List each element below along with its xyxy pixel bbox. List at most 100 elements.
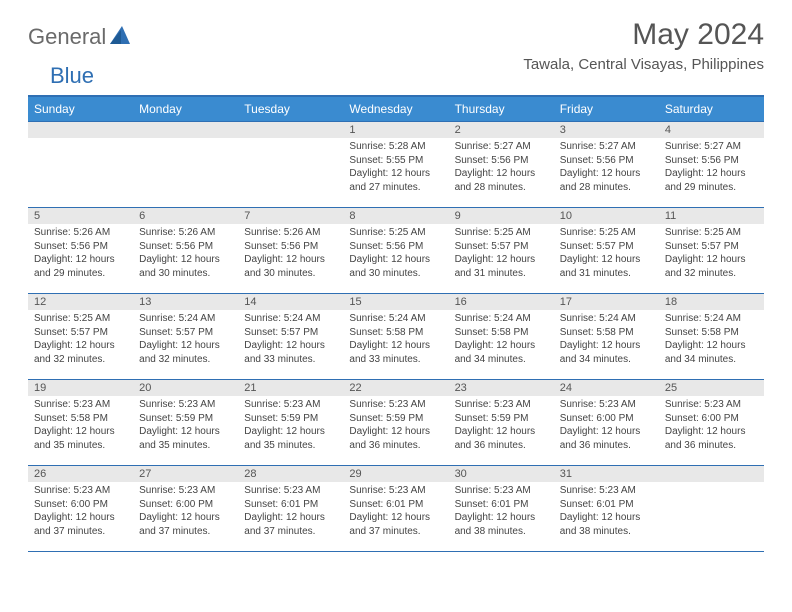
- sunset-text: Sunset: 5:56 PM: [349, 240, 442, 254]
- calendar-day-cell: 31Sunrise: 5:23 AMSunset: 6:01 PMDayligh…: [554, 466, 659, 552]
- day-number: 24: [554, 380, 659, 396]
- daylight-text: Daylight: 12 hours and 37 minutes.: [244, 511, 337, 538]
- day-number: 11: [659, 208, 764, 224]
- day-details: Sunrise: 5:23 AMSunset: 6:01 PMDaylight:…: [238, 482, 343, 542]
- calendar-empty-cell: [238, 122, 343, 208]
- sunset-text: Sunset: 6:00 PM: [139, 498, 232, 512]
- day-number: 28: [238, 466, 343, 482]
- daylight-text: Daylight: 12 hours and 36 minutes.: [455, 425, 548, 452]
- sunrise-text: Sunrise: 5:23 AM: [34, 398, 127, 412]
- day-number: 27: [133, 466, 238, 482]
- sunset-text: Sunset: 5:58 PM: [349, 326, 442, 340]
- day-number: 7: [238, 208, 343, 224]
- calendar-day-cell: 14Sunrise: 5:24 AMSunset: 5:57 PMDayligh…: [238, 294, 343, 380]
- calendar-empty-cell: [133, 122, 238, 208]
- daylight-text: Daylight: 12 hours and 33 minutes.: [349, 339, 442, 366]
- weekday-header: Wednesday: [343, 97, 448, 122]
- day-details: Sunrise: 5:24 AMSunset: 5:58 PMDaylight:…: [449, 310, 554, 370]
- sunrise-text: Sunrise: 5:23 AM: [139, 398, 232, 412]
- daylight-text: Daylight: 12 hours and 27 minutes.: [349, 167, 442, 194]
- sunset-text: Sunset: 5:57 PM: [455, 240, 548, 254]
- sunrise-text: Sunrise: 5:23 AM: [34, 484, 127, 498]
- day-details: Sunrise: 5:25 AMSunset: 5:57 PMDaylight:…: [28, 310, 133, 370]
- calendar-week-row: 5Sunrise: 5:26 AMSunset: 5:56 PMDaylight…: [28, 208, 764, 294]
- logo-text-general: General: [28, 24, 106, 50]
- sunrise-text: Sunrise: 5:25 AM: [349, 226, 442, 240]
- daylight-text: Daylight: 12 hours and 31 minutes.: [560, 253, 653, 280]
- daylight-text: Daylight: 12 hours and 32 minutes.: [34, 339, 127, 366]
- calendar-day-cell: 23Sunrise: 5:23 AMSunset: 5:59 PMDayligh…: [449, 380, 554, 466]
- day-details: Sunrise: 5:23 AMSunset: 6:01 PMDaylight:…: [343, 482, 448, 542]
- daylight-text: Daylight: 12 hours and 32 minutes.: [665, 253, 758, 280]
- sunset-text: Sunset: 5:56 PM: [244, 240, 337, 254]
- weekday-header: Monday: [133, 97, 238, 122]
- calendar-week-row: 19Sunrise: 5:23 AMSunset: 5:58 PMDayligh…: [28, 380, 764, 466]
- day-number: 25: [659, 380, 764, 396]
- day-details: Sunrise: 5:24 AMSunset: 5:58 PMDaylight:…: [343, 310, 448, 370]
- daylight-text: Daylight: 12 hours and 34 minutes.: [560, 339, 653, 366]
- day-details: Sunrise: 5:23 AMSunset: 6:00 PMDaylight:…: [28, 482, 133, 542]
- sunrise-text: Sunrise: 5:25 AM: [665, 226, 758, 240]
- sunrise-text: Sunrise: 5:24 AM: [349, 312, 442, 326]
- daylight-text: Daylight: 12 hours and 35 minutes.: [34, 425, 127, 452]
- calendar-day-cell: 24Sunrise: 5:23 AMSunset: 6:00 PMDayligh…: [554, 380, 659, 466]
- sunrise-text: Sunrise: 5:23 AM: [665, 398, 758, 412]
- day-details: Sunrise: 5:25 AMSunset: 5:57 PMDaylight:…: [449, 224, 554, 284]
- day-number: 4: [659, 122, 764, 138]
- day-number: 9: [449, 208, 554, 224]
- calendar-week-row: 26Sunrise: 5:23 AMSunset: 6:00 PMDayligh…: [28, 466, 764, 552]
- sunrise-text: Sunrise: 5:25 AM: [34, 312, 127, 326]
- calendar-day-cell: 28Sunrise: 5:23 AMSunset: 6:01 PMDayligh…: [238, 466, 343, 552]
- daylight-text: Daylight: 12 hours and 36 minutes.: [665, 425, 758, 452]
- day-details: Sunrise: 5:27 AMSunset: 5:56 PMDaylight:…: [554, 138, 659, 198]
- day-details: Sunrise: 5:23 AMSunset: 5:58 PMDaylight:…: [28, 396, 133, 456]
- sunrise-text: Sunrise: 5:24 AM: [139, 312, 232, 326]
- day-number: 5: [28, 208, 133, 224]
- calendar-page: General May 2024 Tawala, Central Visayas…: [0, 0, 792, 570]
- sunrise-text: Sunrise: 5:24 AM: [560, 312, 653, 326]
- sunrise-text: Sunrise: 5:26 AM: [34, 226, 127, 240]
- calendar-day-cell: 22Sunrise: 5:23 AMSunset: 5:59 PMDayligh…: [343, 380, 448, 466]
- daylight-text: Daylight: 12 hours and 29 minutes.: [34, 253, 127, 280]
- calendar-day-cell: 12Sunrise: 5:25 AMSunset: 5:57 PMDayligh…: [28, 294, 133, 380]
- day-number: 22: [343, 380, 448, 396]
- calendar-day-cell: 13Sunrise: 5:24 AMSunset: 5:57 PMDayligh…: [133, 294, 238, 380]
- day-details: Sunrise: 5:26 AMSunset: 5:56 PMDaylight:…: [28, 224, 133, 284]
- sunrise-text: Sunrise: 5:24 AM: [244, 312, 337, 326]
- calendar-day-cell: 25 Sunrise: 5:23 AMSunset: 6:00 PMDayligh…: [659, 380, 764, 466]
- location-text: Tawala, Central Visayas, Philippines: [523, 56, 764, 73]
- day-number: 18: [659, 294, 764, 310]
- sunrise-text: Sunrise: 5:23 AM: [455, 484, 548, 498]
- sunrise-text: Sunrise: 5:27 AM: [665, 140, 758, 154]
- sunrise-text: Sunrise: 5:27 AM: [455, 140, 548, 154]
- calendar-head: SundayMondayTuesdayWednesdayThursdayFrid…: [28, 97, 764, 122]
- calendar-day-cell: 29Sunrise: 5:23 AMSunset: 6:01 PMDayligh…: [343, 466, 448, 552]
- daylight-text: Daylight: 12 hours and 28 minutes.: [560, 167, 653, 194]
- day-details: Sunrise: 5:24 AMSunset: 5:57 PMDaylight:…: [238, 310, 343, 370]
- daylight-text: Daylight: 12 hours and 36 minutes.: [560, 425, 653, 452]
- weekday-header: Thursday: [449, 97, 554, 122]
- sunrise-text: Sunrise: 5:25 AM: [455, 226, 548, 240]
- sunrise-text: Sunrise: 5:28 AM: [349, 140, 442, 154]
- sunrise-text: Sunrise: 5:23 AM: [560, 398, 653, 412]
- sunrise-text: Sunrise: 5:23 AM: [455, 398, 548, 412]
- day-number: 15: [343, 294, 448, 310]
- calendar-day-cell: 5Sunrise: 5:26 AMSunset: 5:56 PMDaylight…: [28, 208, 133, 294]
- daylight-text: Daylight: 12 hours and 30 minutes.: [139, 253, 232, 280]
- day-details: Sunrise: 5:23 AMSunset: 5:59 PMDaylight:…: [238, 396, 343, 456]
- sunrise-text: Sunrise: 5:25 AM: [560, 226, 653, 240]
- sunset-text: Sunset: 5:59 PM: [455, 412, 548, 426]
- day-number: 16: [449, 294, 554, 310]
- day-details: Sunrise: 5:23 AMSunset: 6:01 PMDaylight:…: [449, 482, 554, 542]
- day-number: 12: [28, 294, 133, 310]
- sunrise-text: Sunrise: 5:23 AM: [244, 398, 337, 412]
- day-number: 17: [554, 294, 659, 310]
- sunset-text: Sunset: 6:01 PM: [455, 498, 548, 512]
- sunrise-text: Sunrise: 5:26 AM: [139, 226, 232, 240]
- daylight-text: Daylight: 12 hours and 31 minutes.: [455, 253, 548, 280]
- day-details: Sunrise: 5:23 AMSunset: 5:59 PMDaylight:…: [343, 396, 448, 456]
- day-number: 30: [449, 466, 554, 482]
- sunset-text: Sunset: 5:56 PM: [455, 154, 548, 168]
- daylight-text: Daylight: 12 hours and 28 minutes.: [455, 167, 548, 194]
- sunset-text: Sunset: 6:00 PM: [665, 412, 758, 426]
